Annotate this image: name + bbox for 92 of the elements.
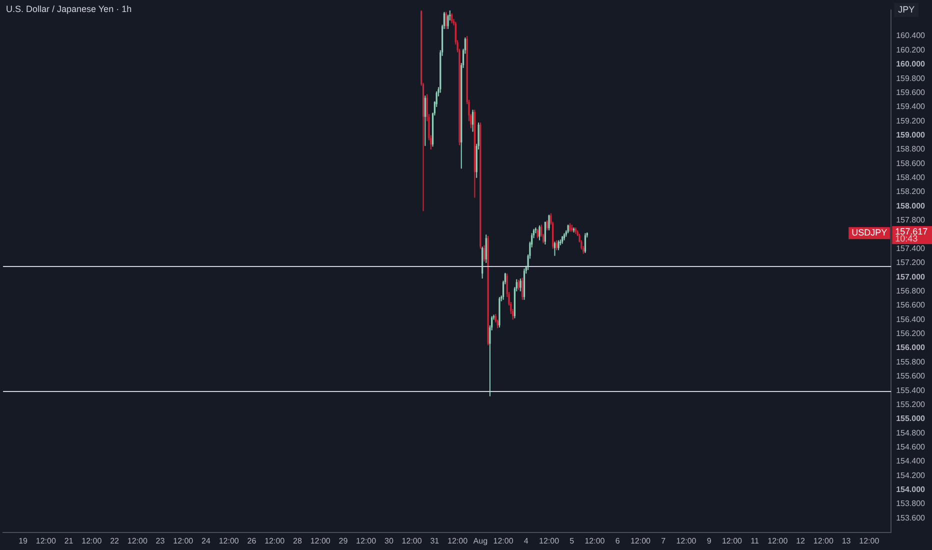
- candlestick: [544, 221, 546, 246]
- x-tick-label: 12:00: [173, 536, 194, 546]
- y-tick-label: 160.000: [896, 60, 926, 69]
- x-tick-label: 5: [570, 536, 575, 546]
- candlestick: [520, 278, 522, 292]
- candlestick: [485, 234, 487, 264]
- y-tick-label: 155.000: [896, 414, 926, 424]
- y-tick-label: 154.800: [896, 428, 926, 438]
- y-tick-label: 160.400: [896, 31, 926, 40]
- x-tick-label: 30: [384, 536, 394, 546]
- y-tick-label: 156.400: [896, 314, 926, 324]
- x-tick-label: 19: [18, 536, 28, 546]
- x-tick-label: 12: [796, 536, 806, 546]
- y-tick-label: 154.600: [896, 442, 926, 452]
- candlestick: [558, 240, 560, 251]
- y-tick-label: 157.800: [896, 216, 926, 225]
- x-tick-label: 11: [750, 536, 760, 546]
- x-tick-label: 12:00: [630, 536, 652, 546]
- candlestick: [538, 224, 540, 241]
- y-tick-label: 156.000: [896, 343, 926, 352]
- text: 10:43: [895, 234, 918, 244]
- y-tick-label: 158.600: [896, 158, 926, 168]
- y-tick-label: 159.200: [896, 116, 926, 126]
- y-tick-label: 155.200: [896, 400, 926, 409]
- x-tick-label: 4: [524, 536, 529, 546]
- candlestick: [554, 241, 556, 256]
- y-tick-label: 155.800: [896, 357, 926, 366]
- y-tick-label: 159.000: [896, 130, 926, 140]
- y-tick-label: 156.600: [896, 300, 926, 310]
- x-tick-label: 28: [293, 536, 302, 546]
- x-tick-label: 7: [661, 536, 666, 546]
- candlestick: [472, 109, 474, 132]
- x-tick-label: 23: [156, 536, 166, 546]
- x-tick-label: 22: [110, 536, 120, 546]
- annotation: USDJPY: [852, 228, 888, 238]
- y-tick-label: 154.400: [896, 456, 926, 466]
- x-tick-label: 12:00: [448, 536, 468, 546]
- x-tick-label: 9: [706, 536, 712, 546]
- x-tick-label: 24: [202, 536, 211, 546]
- y-tick-label: 158.400: [896, 173, 926, 182]
- x-tick-label: 13: [842, 536, 852, 546]
- x-tick-label: 12:00: [36, 536, 56, 546]
- x-tick-label: 21: [64, 536, 74, 546]
- candlestick: [522, 277, 524, 300]
- x-tick-label: 12:00: [676, 536, 697, 546]
- x-tick-label: 12:00: [127, 536, 148, 546]
- y-tick-label: 156.800: [896, 286, 926, 296]
- x-tick-label: 31: [430, 536, 440, 546]
- x-tick-label: 26: [247, 536, 257, 546]
- candlestick: [518, 279, 520, 290]
- y-tick-label: 157.000: [896, 272, 926, 282]
- y-tick-label: 159.800: [896, 74, 926, 83]
- x-tick-label: 12:00: [539, 536, 560, 546]
- y-tick-label: 159.600: [896, 88, 926, 97]
- y-tick-label: 160.200: [896, 45, 926, 54]
- y-tick-label: 157.200: [896, 258, 926, 268]
- x-tick-label: 12:00: [264, 536, 286, 546]
- candlestick: [445, 11, 447, 30]
- y-tick-label: 156.200: [896, 329, 926, 338]
- x-tick-label: Aug: [473, 536, 488, 546]
- x-tick-label: 12:00: [310, 536, 331, 546]
- candlestick: [556, 240, 558, 251]
- x-tick-label: 12:00: [859, 536, 880, 546]
- y-tick-label: 155.400: [896, 386, 926, 395]
- chart-title: U.S. Dollar / Japanese Yen · 1h: [6, 4, 132, 14]
- y-tick-label: 155.600: [896, 372, 926, 381]
- x-tick-label: 12:00: [584, 536, 606, 546]
- x-tick-label: 29: [338, 536, 348, 546]
- y-tick-label: 154.200: [896, 470, 926, 480]
- x-tick-label: 12:00: [356, 536, 377, 546]
- candlestick: [548, 214, 550, 231]
- x-tick-label: 12:00: [493, 536, 514, 546]
- x-tick-label: 12:00: [82, 536, 102, 546]
- x-tick-label: 6: [615, 536, 620, 546]
- x-tick-label: 12:00: [813, 536, 834, 546]
- candlestick: [483, 244, 486, 262]
- x-tick-label: 12:00: [218, 536, 240, 546]
- y-tick-label: 158.800: [896, 144, 926, 154]
- y-tick-label: 157.400: [896, 244, 926, 253]
- candlestick: [447, 14, 449, 30]
- y-tick-label: 158.200: [896, 187, 926, 196]
- y-tick-label: 153.800: [896, 499, 926, 508]
- y-tick-label: 159.400: [896, 102, 926, 112]
- y-tick-label: 153.600: [896, 513, 926, 522]
- candlestick: [584, 232, 586, 254]
- x-tick-label: 12:00: [722, 536, 743, 546]
- x-tick-label: 12:00: [768, 536, 788, 546]
- text: JPY: [898, 4, 915, 14]
- x-tick-label: 12:00: [402, 536, 422, 546]
- candlestick: [424, 95, 426, 146]
- y-tick-label: 154.000: [896, 485, 926, 494]
- y-tick-label: 158.000: [896, 201, 926, 210]
